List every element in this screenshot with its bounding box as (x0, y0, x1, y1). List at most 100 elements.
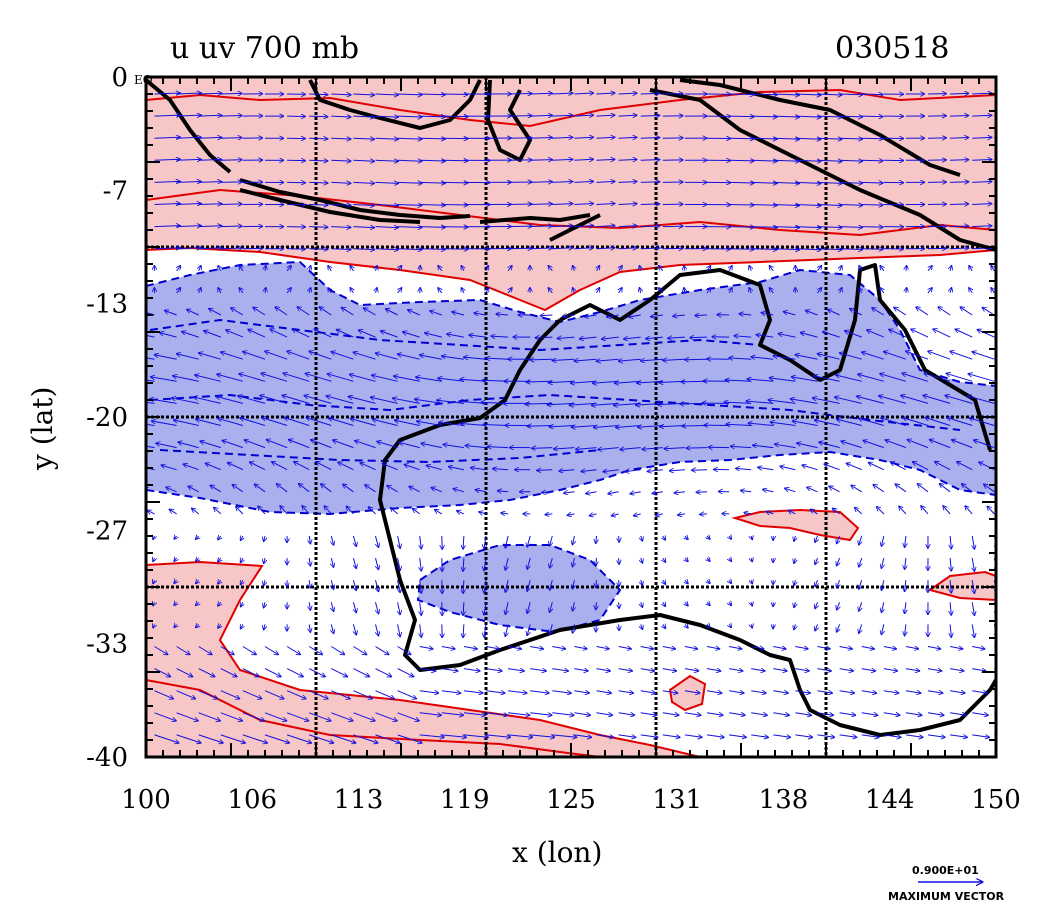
wind-vector (438, 288, 442, 294)
wind-vector (419, 735, 444, 737)
wind-vector (952, 440, 973, 449)
wind-vector (662, 669, 677, 671)
wind-vector (596, 558, 597, 565)
wind-vector (353, 138, 374, 139)
wind-vector (355, 441, 376, 449)
wind-vector (817, 249, 842, 250)
wind-vector (684, 713, 701, 715)
wind-vector (552, 248, 572, 249)
wind-vector (331, 138, 350, 139)
wind-vector (350, 266, 353, 272)
wind-vector (594, 426, 619, 428)
wind-vector (453, 489, 465, 493)
wind-vector (905, 558, 906, 569)
wind-vector (950, 226, 968, 227)
wind-vector (304, 396, 332, 404)
wind-vector (461, 423, 487, 425)
wind-vector (902, 373, 929, 382)
wind-vector (906, 266, 907, 271)
wind-vector (443, 444, 464, 449)
wind-vector (815, 535, 817, 542)
wind-vector (264, 712, 286, 721)
wind-vector (350, 288, 353, 294)
wind-vector (751, 205, 777, 206)
wind-vector (858, 374, 884, 382)
wind-vector (773, 713, 789, 715)
wind-vector (685, 624, 688, 627)
wind-vector (505, 557, 508, 570)
wind-vector (685, 602, 688, 605)
wind-vector (686, 448, 708, 449)
wind-vector (542, 492, 553, 493)
wind-vector (508, 735, 532, 737)
wind-vector (165, 311, 177, 316)
wind-vector (795, 735, 812, 737)
wind-vector (196, 580, 199, 583)
wind-vector (729, 691, 744, 693)
wind-vector (240, 418, 266, 426)
wind-vector (292, 329, 310, 338)
wind-vector (596, 248, 615, 249)
wind-vector (766, 512, 774, 514)
wind-vector (741, 491, 752, 492)
wind-vector (574, 691, 589, 693)
wind-vector (817, 735, 835, 737)
wind-vector (620, 448, 641, 450)
wind-vector (576, 448, 597, 450)
wind-vector (174, 602, 176, 605)
wind-vector (220, 160, 242, 161)
wind-vector (618, 669, 633, 671)
wind-vector (375, 94, 399, 95)
wind-vector (331, 352, 354, 360)
wind-vector (969, 418, 995, 426)
wind-vector (188, 486, 199, 493)
wind-vector (420, 266, 421, 271)
wind-vector (646, 337, 663, 339)
wind-vector (198, 248, 222, 249)
x-tick-label: 131 (652, 785, 702, 815)
y-top-suffix: EQ (134, 73, 153, 87)
wind-vector (883, 713, 900, 715)
wind-vector (815, 580, 817, 586)
wind-vector (618, 226, 637, 227)
wind-vector (326, 396, 354, 404)
wind-vector (176, 115, 201, 116)
wind-vector (726, 424, 752, 425)
wind-vector (264, 557, 265, 563)
wind-vector (442, 356, 464, 360)
wind-vector (146, 357, 155, 360)
wind-vector (630, 492, 641, 494)
wind-vector (530, 713, 551, 715)
wind-vector (729, 713, 745, 715)
wind-vector (881, 418, 907, 426)
wind-vector (545, 514, 553, 515)
wind-vector (552, 647, 565, 649)
wind-vector (839, 713, 856, 715)
wind-vector (398, 535, 401, 548)
wind-vector (706, 713, 723, 715)
wind-vector (731, 446, 752, 447)
wind-vector (585, 315, 597, 317)
wind-vector (264, 668, 281, 677)
wind-vector (427, 466, 442, 471)
wind-vector (729, 624, 731, 627)
wind-vector (839, 205, 863, 206)
wind-vector (530, 647, 543, 649)
wind-vector (839, 94, 863, 95)
wind-vector (641, 624, 643, 629)
wind-vector (391, 508, 398, 515)
wind-vector (242, 712, 264, 721)
wind-vector (264, 624, 265, 629)
wind-vector (484, 624, 486, 637)
wind-vector (905, 535, 906, 547)
wind-vector (982, 308, 995, 316)
wind-vector (850, 309, 862, 316)
wind-vector (773, 227, 799, 228)
wind-vector (228, 463, 244, 471)
wind-vector (331, 690, 350, 699)
wind-vector (684, 691, 700, 693)
wind-vector (220, 226, 242, 227)
wind-vector (574, 713, 590, 715)
wind-vector (353, 734, 377, 743)
wind-vector (372, 375, 398, 382)
